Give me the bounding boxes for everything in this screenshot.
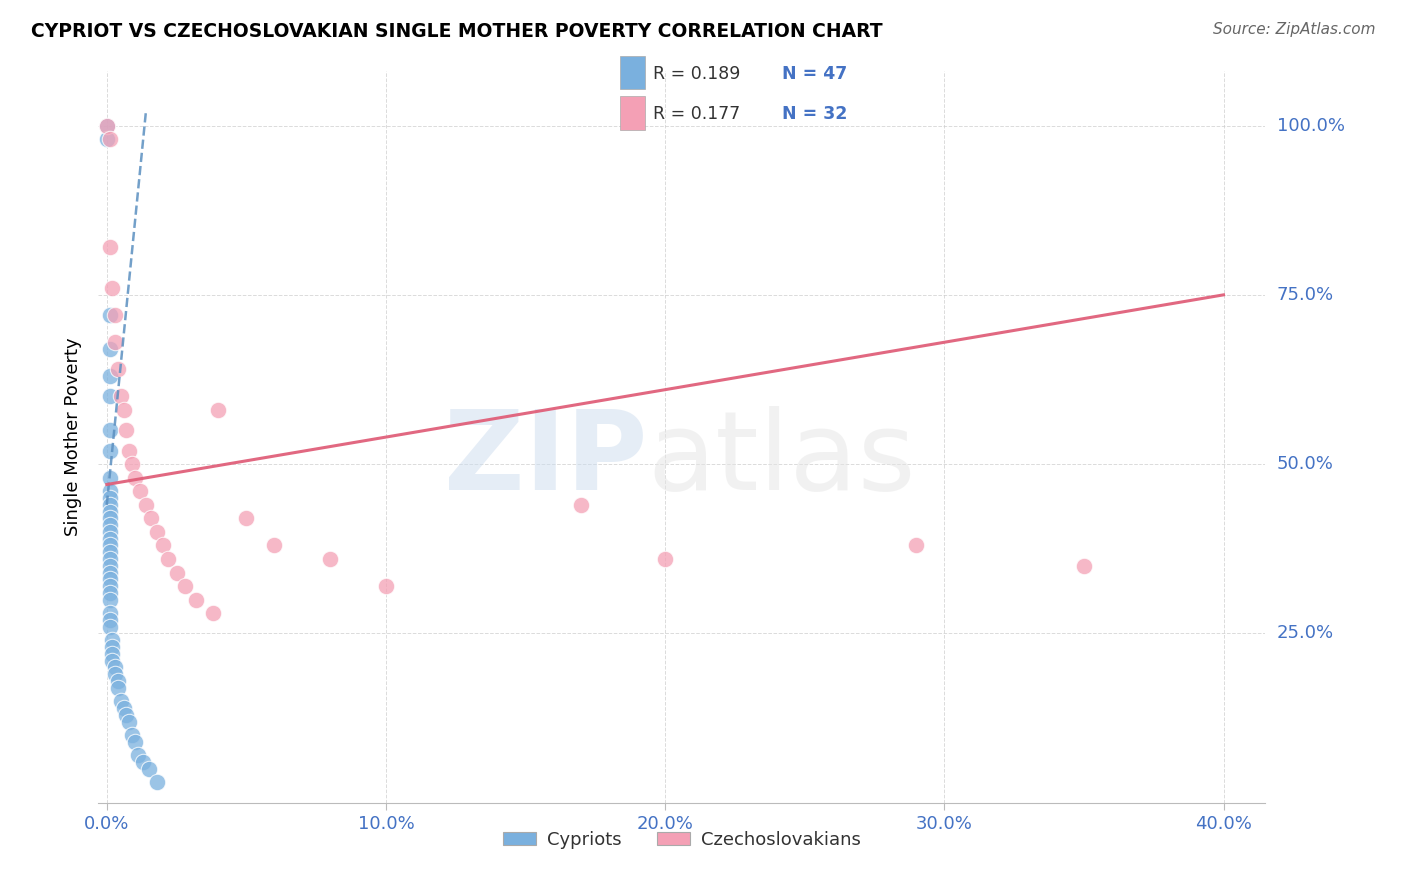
Point	[98, 579, 121, 593]
Point	[96, 119, 118, 133]
Point	[146, 775, 169, 789]
Point	[132, 755, 155, 769]
Point	[98, 491, 121, 505]
Point	[263, 538, 285, 552]
Point	[104, 667, 127, 681]
Point	[98, 572, 121, 586]
Point	[1073, 558, 1095, 573]
Point	[905, 538, 928, 552]
Point	[104, 335, 127, 350]
Point	[98, 532, 121, 546]
Point	[98, 524, 121, 539]
Point	[98, 518, 121, 533]
Point	[166, 566, 188, 580]
Point	[146, 524, 169, 539]
Y-axis label: Single Mother Poverty: Single Mother Poverty	[65, 338, 83, 536]
Point	[157, 552, 180, 566]
Point	[110, 694, 132, 708]
Point	[121, 457, 143, 471]
Point	[152, 538, 174, 552]
Point	[124, 735, 146, 749]
Point	[319, 552, 342, 566]
Text: Source: ZipAtlas.com: Source: ZipAtlas.com	[1212, 22, 1375, 37]
Text: 100.0%: 100.0%	[1277, 117, 1344, 135]
Point	[98, 538, 121, 552]
Point	[98, 606, 121, 620]
Point	[129, 484, 152, 499]
Point	[98, 443, 121, 458]
Text: R = 0.177: R = 0.177	[652, 104, 740, 123]
Point	[101, 281, 124, 295]
Point	[654, 552, 676, 566]
Point	[112, 701, 135, 715]
Point	[118, 443, 141, 458]
Point	[107, 681, 129, 695]
Point	[112, 403, 135, 417]
Point	[96, 132, 118, 146]
Point	[98, 620, 121, 634]
Point	[98, 592, 121, 607]
Point	[184, 592, 207, 607]
Point	[98, 566, 121, 580]
Point	[98, 498, 121, 512]
Point	[121, 728, 143, 742]
Point	[96, 119, 118, 133]
Point	[98, 342, 121, 356]
Bar	[620, 96, 644, 129]
Point	[174, 579, 197, 593]
Point	[110, 389, 132, 403]
Point	[571, 498, 593, 512]
Point	[141, 511, 163, 525]
Point	[127, 748, 149, 763]
Point	[98, 471, 121, 485]
Point	[107, 673, 129, 688]
Point	[98, 240, 121, 254]
Text: CYPRIOT VS CZECHOSLOVAKIAN SINGLE MOTHER POVERTY CORRELATION CHART: CYPRIOT VS CZECHOSLOVAKIAN SINGLE MOTHER…	[31, 22, 883, 41]
Text: 50.0%: 50.0%	[1277, 455, 1333, 473]
Point	[135, 498, 157, 512]
Point	[98, 389, 121, 403]
Point	[98, 613, 121, 627]
Text: 75.0%: 75.0%	[1277, 285, 1334, 304]
Point	[98, 558, 121, 573]
Text: R = 0.189: R = 0.189	[652, 64, 740, 83]
Point	[98, 308, 121, 322]
Point	[98, 369, 121, 384]
Point	[98, 484, 121, 499]
Text: 25.0%: 25.0%	[1277, 624, 1334, 642]
Point	[138, 762, 160, 776]
Point	[101, 633, 124, 648]
Point	[98, 586, 121, 600]
Text: ZIP: ZIP	[443, 406, 647, 513]
Point	[235, 511, 257, 525]
Point	[115, 423, 138, 437]
Text: atlas: atlas	[647, 406, 915, 513]
Legend: Cypriots, Czechoslovakians: Cypriots, Czechoslovakians	[496, 823, 868, 856]
Point	[98, 132, 121, 146]
Point	[98, 423, 121, 437]
Point	[101, 647, 124, 661]
Point	[101, 654, 124, 668]
Point	[107, 362, 129, 376]
Bar	[620, 56, 644, 89]
Point	[104, 660, 127, 674]
Point	[124, 471, 146, 485]
Point	[115, 707, 138, 722]
Point	[201, 606, 224, 620]
Point	[375, 579, 398, 593]
Point	[98, 552, 121, 566]
Point	[101, 640, 124, 654]
Point	[207, 403, 229, 417]
Text: N = 32: N = 32	[782, 104, 846, 123]
Text: N = 47: N = 47	[782, 64, 846, 83]
Point	[104, 308, 127, 322]
Point	[98, 545, 121, 559]
Point	[98, 511, 121, 525]
Point	[118, 714, 141, 729]
Point	[98, 505, 121, 519]
